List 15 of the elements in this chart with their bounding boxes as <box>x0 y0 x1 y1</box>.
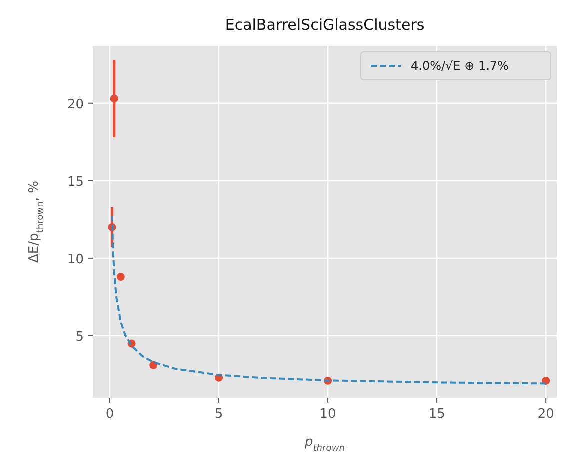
chart-title: EcalBarrelSciGlassClusters <box>225 16 425 34</box>
y-tick-label: 20 <box>67 97 84 112</box>
point <box>116 273 125 282</box>
point <box>150 361 158 370</box>
y-tick-label: 5 <box>76 330 84 345</box>
point <box>110 94 118 103</box>
x-tick-label: 10 <box>320 407 336 422</box>
y-tick-label: 15 <box>67 174 84 190</box>
y-tick-label: 10 <box>67 252 84 268</box>
x-tick-label: 20 <box>538 407 554 422</box>
legend-label: 4.0%/√E ⊕ 1.7% <box>411 59 509 73</box>
x-tick-label: 5 <box>214 407 224 422</box>
x-axis-title: p$_{thrown}$ <box>304 435 346 454</box>
x-tick-label: 15 <box>428 407 446 422</box>
x-tick-label: 0 <box>106 407 114 422</box>
